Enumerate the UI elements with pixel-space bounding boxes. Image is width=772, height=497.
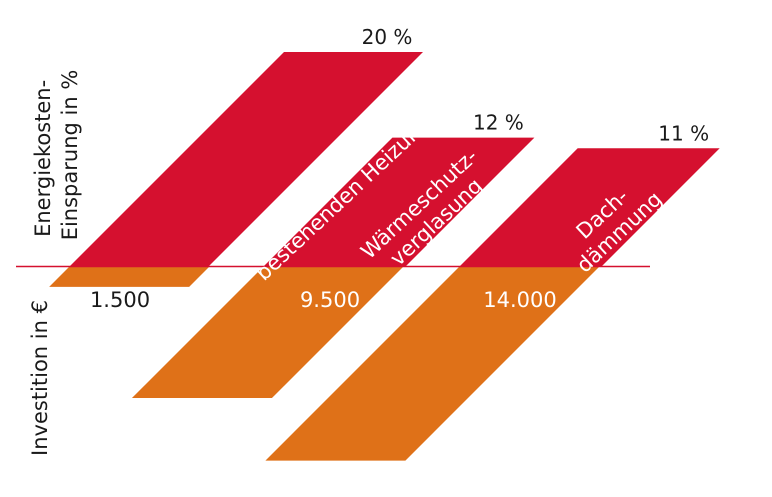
investment-bar <box>265 266 600 461</box>
y-axis-label-investment: Investition in € <box>28 300 52 456</box>
investment-bar <box>131 266 404 399</box>
savings-value-label: 11 % <box>658 121 709 145</box>
savings-value-label: 12 % <box>473 111 524 135</box>
savings-bars <box>70 52 720 266</box>
investment-bar <box>49 266 211 287</box>
savings-bar <box>264 137 535 266</box>
investment-value-label: 1.500 <box>90 288 150 312</box>
investment-value-label: 14.000 <box>483 288 556 312</box>
savings-bar <box>70 52 423 266</box>
investment-value-label: 9.500 <box>300 288 360 312</box>
savings-bar <box>460 148 720 266</box>
y-axis-label-savings: Energiekosten- Einsparung in % <box>31 70 82 241</box>
investment-bars <box>49 266 600 461</box>
savings-value-label: 20 % <box>362 25 413 49</box>
